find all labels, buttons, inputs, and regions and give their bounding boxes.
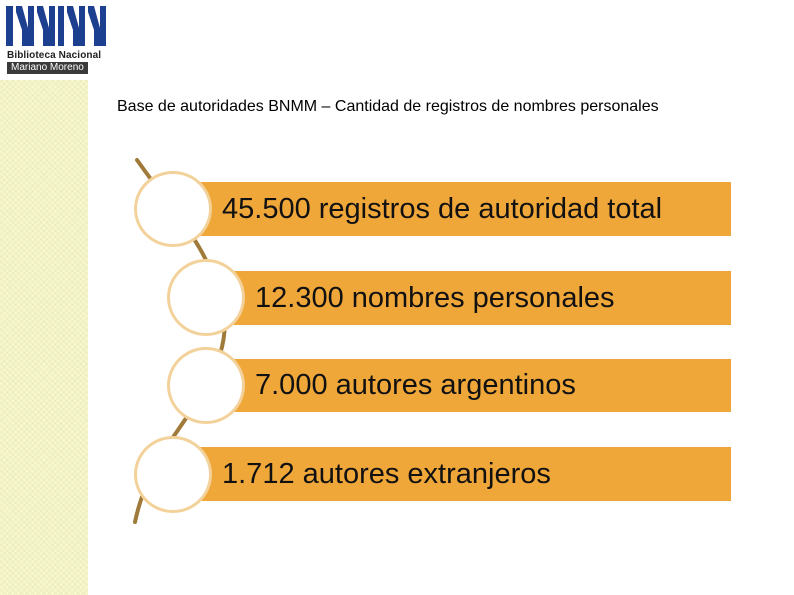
logo-text-line1: Biblioteca Nacional: [7, 50, 102, 61]
list-item-bullet-circle: [134, 436, 212, 513]
list-item-label: 12.300 nombres personales: [255, 281, 615, 314]
list-item-label: 45.500 registros de autoridad total: [222, 193, 663, 225]
library-logo: Biblioteca Nacional Mariano Moreno: [0, 0, 113, 80]
logo-text-line2: Mariano Moreno: [7, 62, 88, 74]
list-item-label: 7.000 autores argentinos: [255, 369, 576, 401]
list-item-bullet-circle: [167, 259, 245, 336]
list-item: 12.300 nombres personales: [220, 271, 731, 325]
list-item-label: 1.712 autores extranjeros: [222, 457, 551, 490]
decorative-side-strip: [0, 0, 88, 595]
list-item: 1.712 autores extranjeros: [190, 447, 731, 501]
list-item-bullet-circle: [134, 171, 212, 247]
list-item: 7.000 autores argentinos: [220, 359, 731, 412]
list-item-bullet-circle: [167, 347, 245, 424]
slide-title: Base de autoridades BNMM – Cantidad de r…: [117, 98, 659, 115]
logo-mark-icon: [6, 6, 106, 46]
list-item: 45.500 registros de autoridad total: [190, 182, 731, 236]
